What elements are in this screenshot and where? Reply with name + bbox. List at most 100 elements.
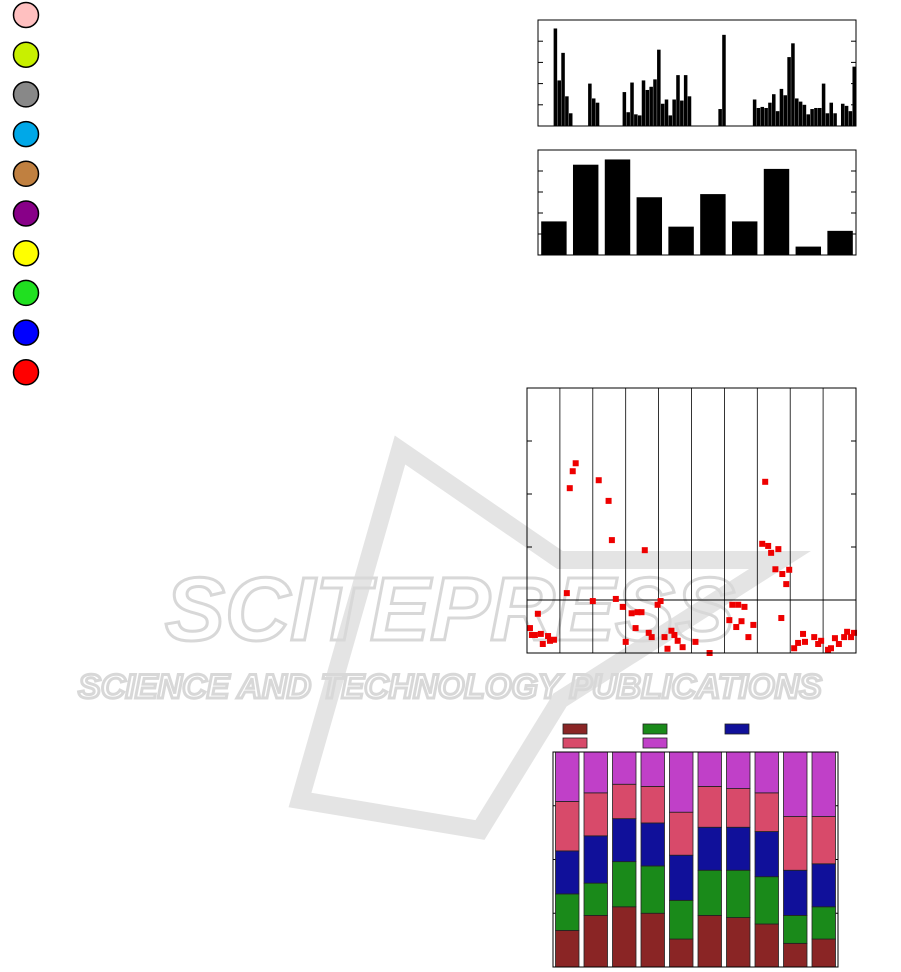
bar-segment — [754, 792, 779, 832]
bar-segment — [754, 876, 779, 925]
point — [668, 627, 675, 634]
point — [786, 566, 793, 573]
legend-marker — [12, 200, 40, 227]
point — [608, 537, 615, 544]
point — [654, 601, 661, 608]
point — [679, 644, 686, 651]
bar — [672, 99, 676, 126]
bar — [752, 99, 757, 126]
point — [664, 645, 671, 652]
point — [729, 601, 736, 608]
legend-marker — [12, 120, 40, 148]
point — [738, 618, 745, 625]
bar-segment — [811, 751, 836, 817]
bar-segment — [555, 751, 580, 802]
plot-frame — [552, 751, 839, 968]
bar-segment — [783, 751, 808, 817]
plot-frame — [537, 19, 857, 127]
bar — [572, 164, 599, 255]
watermark-title: SCITEPRESS — [165, 560, 735, 660]
point — [619, 603, 626, 610]
point — [741, 603, 748, 610]
bar — [668, 115, 673, 126]
bar — [821, 83, 826, 126]
point — [632, 625, 639, 632]
point — [648, 634, 655, 641]
point — [657, 598, 664, 605]
plot-frame — [537, 149, 857, 256]
point — [645, 629, 652, 636]
bar-segment — [612, 906, 637, 968]
bar-segment — [612, 751, 637, 785]
bar-segment — [669, 899, 694, 940]
bar-segment — [555, 930, 580, 968]
bar-segment — [640, 786, 665, 824]
legend-swatch — [562, 737, 588, 749]
bar — [833, 113, 837, 126]
point — [537, 630, 544, 637]
point — [835, 640, 842, 647]
point — [795, 639, 802, 646]
legend-marker — [12, 279, 40, 307]
bar-segment — [583, 792, 608, 837]
point — [844, 628, 851, 635]
bar — [731, 221, 758, 255]
bar — [541, 221, 567, 255]
point — [841, 634, 848, 641]
bar — [844, 105, 849, 126]
bar-segment — [555, 893, 580, 931]
point — [851, 629, 858, 636]
point — [671, 631, 678, 638]
bar — [760, 106, 765, 126]
bar — [645, 89, 650, 126]
bar-segment — [640, 822, 665, 867]
legend-marker — [12, 81, 40, 108]
bar — [779, 88, 784, 126]
bar — [626, 112, 630, 126]
point — [735, 601, 742, 608]
point — [791, 645, 798, 652]
bar-segment — [669, 811, 694, 856]
bar-segment — [640, 751, 665, 787]
bar — [764, 107, 768, 126]
bar — [653, 79, 657, 126]
point — [674, 637, 681, 644]
bar-segment — [811, 863, 836, 908]
point — [550, 636, 557, 643]
bar-segment — [811, 938, 836, 968]
point — [762, 478, 769, 485]
bar-segment — [754, 831, 779, 878]
bar-segment — [783, 915, 808, 944]
point — [800, 630, 807, 637]
bar — [775, 111, 780, 126]
bar — [683, 75, 688, 126]
watermark-logo — [288, 435, 811, 840]
bar — [787, 57, 791, 126]
bar — [802, 104, 807, 126]
point — [641, 547, 648, 554]
bar — [718, 109, 722, 126]
point — [539, 640, 546, 647]
bar-segment — [583, 915, 608, 968]
point — [772, 566, 779, 573]
point — [638, 609, 645, 616]
point — [733, 624, 740, 631]
bar — [791, 43, 795, 126]
point — [778, 615, 785, 622]
point — [848, 634, 855, 641]
bar-segment — [697, 751, 722, 787]
bar — [814, 107, 818, 126]
bar — [817, 107, 822, 126]
bar — [595, 102, 600, 126]
bar-segment — [697, 786, 722, 828]
bar — [604, 159, 631, 255]
bar-segment — [783, 869, 808, 916]
bar — [636, 197, 663, 255]
bar-segment — [583, 882, 608, 916]
point — [628, 610, 635, 617]
bar — [634, 114, 638, 126]
bar — [806, 114, 811, 126]
point — [745, 634, 752, 641]
